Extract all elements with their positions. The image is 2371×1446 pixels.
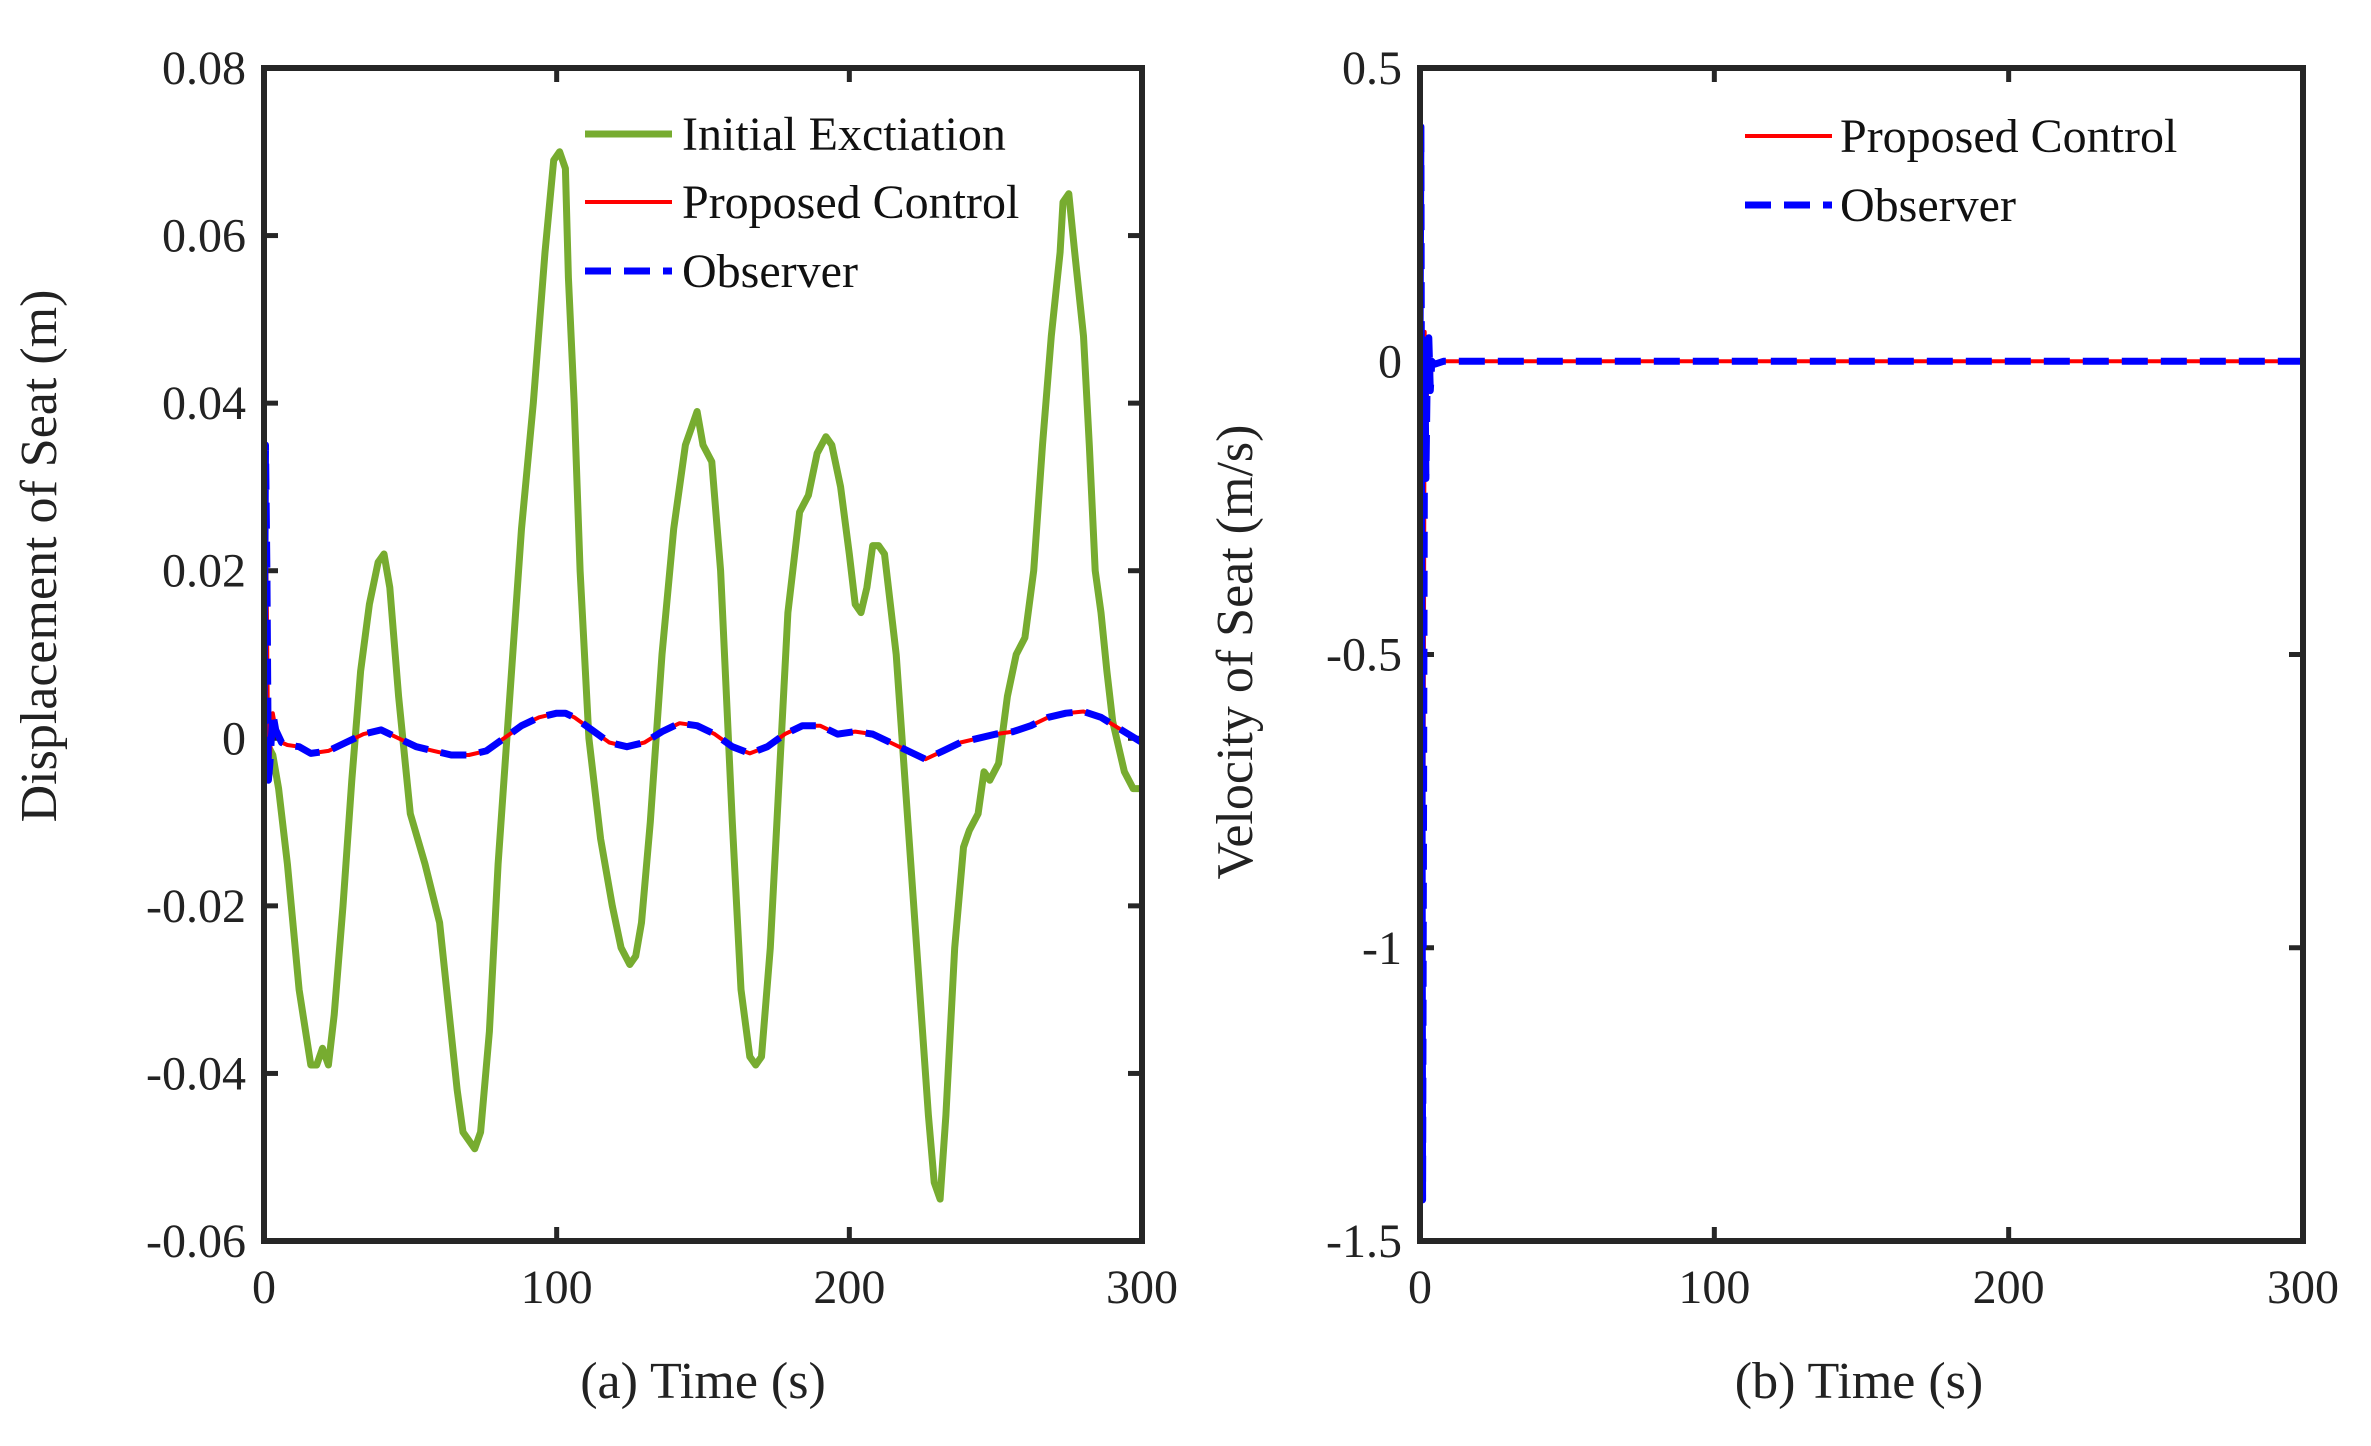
panel-b-ylabel: Velocity of Seat (m/s)	[1207, 425, 1264, 880]
panel-a-ytick-label: 0.08	[162, 42, 246, 95]
panel-a-xtick-label: 300	[1106, 1261, 1178, 1314]
panel-a-xtick-label: 200	[813, 1261, 885, 1314]
panel-a-ytick-label: -0.02	[146, 880, 246, 933]
panel-a-ticks: 0 100 200 300 -0.06 -0.04 -0.02 0 0.02 0.04 0.06 0.…	[146, 42, 1178, 1314]
panel-b-xtick-label: 300	[2267, 1261, 2339, 1314]
panel-b: Velocity of Seat (m/s) (b) Time (s) 0 100…	[1207, 42, 2339, 1410]
panel-b-xtick-label: 100	[1678, 1261, 1750, 1314]
legend-label-observer-b: Observer	[1840, 179, 2016, 232]
panel-b-xtick-label: 0	[1408, 1261, 1432, 1314]
legend-label-initial-excitation: Initial Exctiation	[682, 108, 1006, 161]
legend-label-observer: Observer	[682, 245, 858, 298]
panel-b-ytick-label: -0.5	[1326, 629, 1402, 682]
panel-a-xtick-label: 100	[521, 1261, 593, 1314]
panel-b-axes-box	[1417, 65, 2306, 1244]
panel-a: Displacement of Seat (m) (a) Time (s) 0 1…	[11, 42, 1178, 1410]
panel-a-ytick-label: -0.06	[146, 1215, 246, 1268]
panel-b-ytick-label: 0	[1378, 335, 1402, 388]
panel-a-legend: Initial Exctiation Proposed Control Obse…	[585, 108, 1019, 298]
panel-b-legend: Proposed Control Observer	[1745, 110, 2177, 232]
panel-a-ytick-label: 0.04	[162, 377, 246, 430]
panel-a-ytick-label: 0.06	[162, 210, 246, 263]
panel-a-ytick-label: 0.02	[162, 545, 246, 598]
panel-b-ytick-label: -1	[1362, 922, 1402, 975]
panel-a-series-observer	[264, 441, 1142, 784]
panel-b-xtick-label: 200	[1973, 1261, 2045, 1314]
panel-a-xtick-label: 0	[252, 1261, 276, 1314]
panel-a-ytick-label: 0	[222, 712, 246, 765]
panel-a-axes-box	[261, 65, 1145, 1244]
panel-b-ytick-label: 0.5	[1342, 42, 1402, 95]
panel-a-ylabel: Displacement of Seat (m)	[11, 290, 68, 823]
panel-a-plot-area	[264, 148, 1142, 1203]
panel-a-series-initial-exctiation	[264, 148, 1142, 1203]
panel-b-ytick-label: -1.5	[1326, 1215, 1402, 1268]
legend-label-proposed-control-b: Proposed Control	[1840, 110, 2177, 163]
panel-b-xlabel: (b) Time (s)	[1735, 1353, 1983, 1410]
panel-b-ticks: 0 100 200 300 -1.5 -1 -0.5 0 0.5	[1326, 42, 2339, 1314]
legend-label-proposed-control: Proposed Control	[682, 176, 1019, 229]
panel-a-xlabel: (a) Time (s)	[580, 1353, 826, 1410]
panel-a-ytick-label: -0.04	[146, 1047, 246, 1100]
